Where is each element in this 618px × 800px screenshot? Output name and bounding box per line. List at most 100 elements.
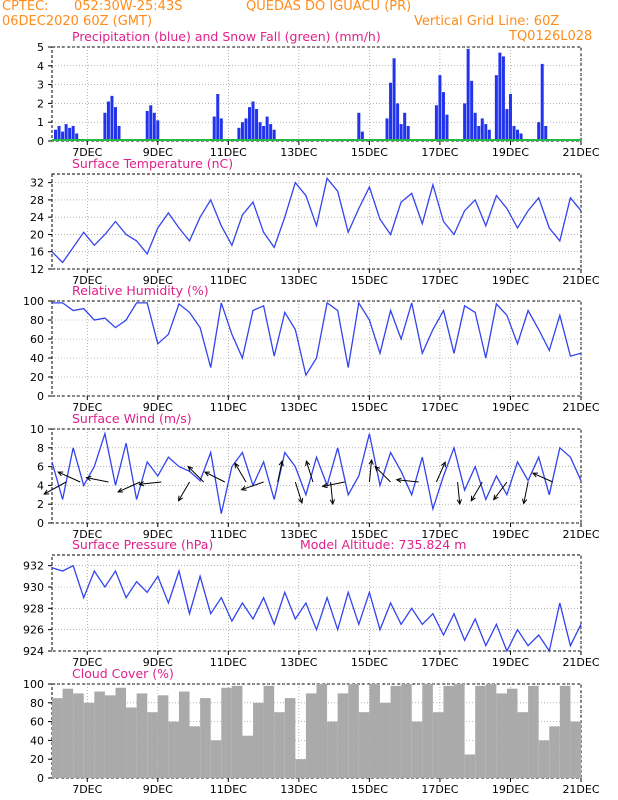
pressure-xtick-label: 7DEC (72, 656, 102, 669)
wind-arrow-head (321, 482, 328, 489)
cloud-bar (274, 712, 285, 778)
cloud-bar (316, 684, 328, 778)
wind-arrow (532, 472, 553, 483)
precip-title: Precipitation (blue) and Snow Fall (gree… (72, 29, 381, 44)
precip-bar (445, 114, 449, 141)
precip-bar (269, 124, 273, 141)
cloud-bar (570, 721, 581, 778)
wind-arrow-head (493, 494, 499, 501)
wind-arrow (277, 460, 283, 483)
cloud-bar (475, 685, 486, 778)
precip-xtick-label: 11DEC (210, 146, 247, 159)
cloud-bar (379, 702, 391, 778)
precip-bar (484, 124, 488, 141)
temperature-ytick-label: 24 (30, 211, 44, 224)
wind-arrow (117, 481, 141, 493)
wind-xtick-label: 21DEC (562, 528, 599, 541)
pressure-xtick-label: 19DEC (492, 656, 529, 669)
precip-bar (240, 122, 244, 141)
precip-bar (54, 129, 58, 141)
humidity-frame (51, 300, 582, 397)
wind-xtick-label: 13DEC (280, 528, 317, 541)
cloud-bar (83, 702, 95, 778)
cloud-bar (136, 693, 148, 778)
wind-arrow-head (305, 460, 311, 467)
wind-arrow (396, 479, 419, 483)
precip-bar (508, 94, 512, 141)
cloud-bar (506, 688, 518, 778)
cloud-bar (485, 684, 497, 778)
precip-bar (470, 80, 474, 141)
precip-bar (392, 58, 396, 141)
pressure-xtick-label: 11DEC (210, 656, 247, 669)
temperature-ytick-label: 16 (30, 246, 44, 259)
precip-bar (487, 129, 491, 141)
cloud-bar (221, 687, 232, 778)
cloud-xtick-label: 15DEC (351, 783, 388, 796)
precip-bar (494, 75, 498, 141)
wind-arrow-head (57, 471, 64, 477)
precip-bar (258, 122, 262, 141)
precip-bar (272, 129, 276, 141)
precip-xtick-label: 15DEC (351, 146, 388, 159)
cloud-bar (348, 684, 359, 778)
wind-xtick-label: 9DEC (143, 528, 173, 541)
wind-ytick-label: 0 (37, 517, 44, 530)
cloud-xtick-label: 19DEC (492, 783, 529, 796)
precip-bar (75, 133, 79, 141)
precip-bar (544, 125, 548, 141)
cloud-ytick-label: 60 (30, 716, 44, 729)
precip-bar (540, 63, 544, 141)
temperature-ytick-label: 12 (30, 263, 44, 276)
precip-xtick-label: 21DEC (562, 146, 599, 159)
precip-bar (403, 112, 407, 141)
pressure-xtick-label: 15DEC (351, 656, 388, 669)
cloud-bar (369, 684, 380, 778)
cloud-xtick-label: 17DEC (421, 783, 458, 796)
temperature-xtick-label: 17DEC (421, 274, 458, 287)
cloud-ytick-label: 100 (23, 678, 44, 691)
precip-bar (438, 75, 442, 141)
cloud-bar (549, 726, 560, 778)
cloud-bar (242, 735, 254, 778)
wind-series-line (51, 431, 582, 514)
temperature-xtick-label: 19DEC (492, 274, 529, 287)
humidity-title: Relative Humidity (%) (72, 283, 209, 298)
humidity-xtick-label: 15DEC (351, 401, 388, 414)
humidity-ytick-label: 60 (30, 333, 44, 346)
cloud-bar (52, 698, 63, 778)
pressure-xtick-label: 13DEC (280, 656, 317, 669)
cloud-bar (422, 684, 433, 778)
pressure-ytick-label: 928 (23, 602, 44, 615)
wind-arrow (178, 481, 190, 501)
precip-bar (519, 133, 523, 141)
temperature-xtick-label: 7DEC (72, 274, 102, 287)
temperature-title: Surface Temperature (nC) (72, 156, 233, 171)
cloud-bar (390, 685, 402, 778)
cloud-bar (263, 685, 275, 778)
cloud-bar (157, 695, 169, 778)
wind-arrow (435, 461, 446, 483)
precip-bar (61, 131, 65, 141)
precip-frame (51, 46, 582, 142)
precip-bar (498, 52, 502, 141)
header-grid-note: Vertical Grid Line: 60Z (414, 14, 560, 29)
temperature-xtick-label: 15DEC (351, 274, 388, 287)
temperature-ytick-label: 20 (30, 228, 44, 241)
wind-arrow (241, 481, 264, 491)
precip-bar (389, 82, 393, 141)
cloud-bar (189, 726, 201, 778)
pressure-ytick-label: 926 (23, 624, 44, 637)
humidity-xtick-label: 9DEC (143, 401, 173, 414)
pressure-xtick-label: 9DEC (143, 656, 173, 669)
humidity-ytick-label: 80 (30, 314, 44, 327)
cloud-bar (284, 698, 296, 778)
wind-arrow (322, 481, 345, 487)
wind-arrow-head (240, 485, 247, 491)
temperature-xtick-label: 11DEC (210, 274, 247, 287)
cloud-ytick-label: 0 (37, 772, 44, 785)
precip-bar (68, 127, 72, 141)
temperature-frame (51, 173, 582, 270)
cloud-bar (94, 691, 105, 778)
cloud-ytick-label: 40 (30, 734, 44, 747)
